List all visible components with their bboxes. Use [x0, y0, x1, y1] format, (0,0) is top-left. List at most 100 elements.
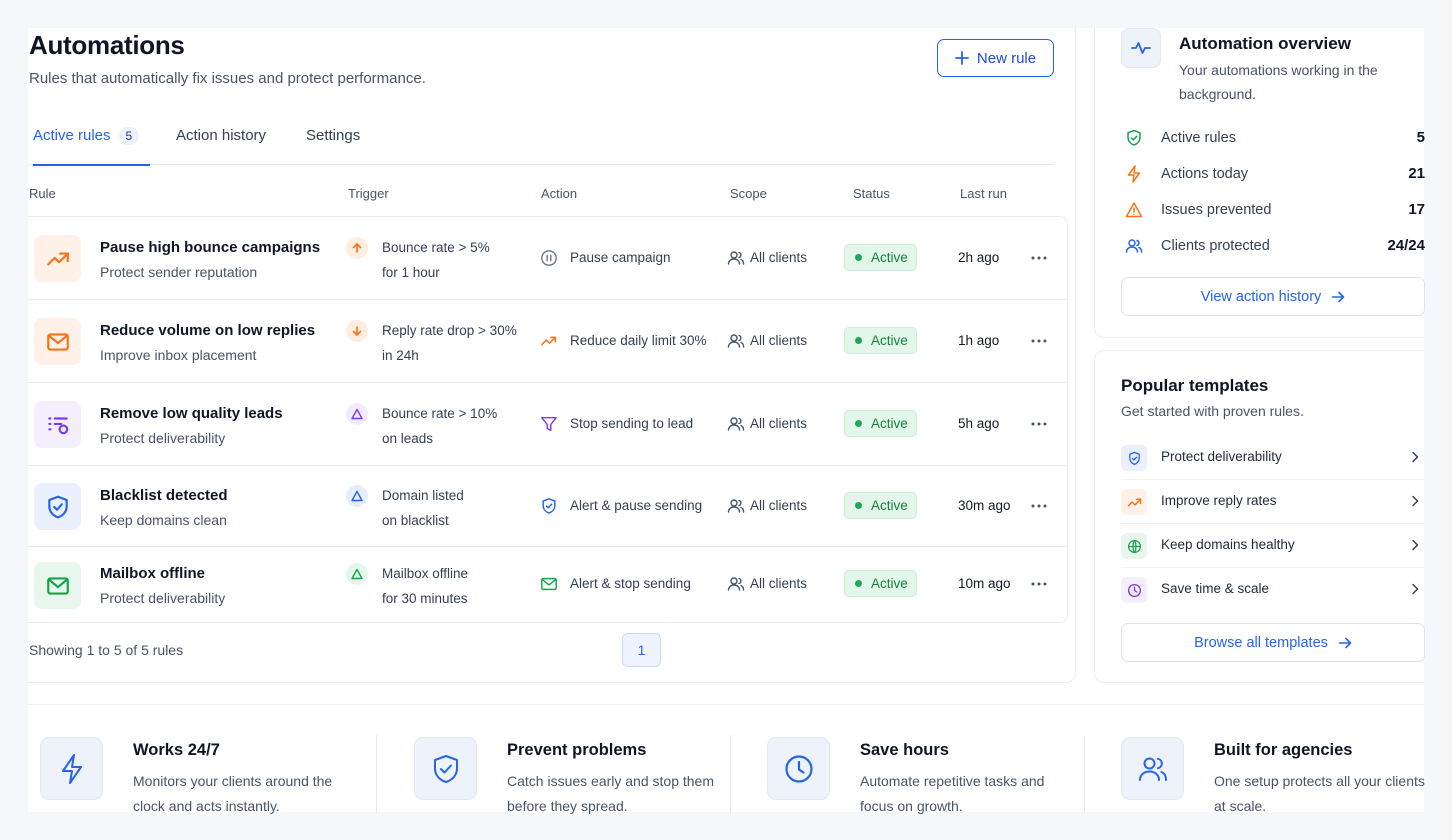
- users-icon: [1125, 239, 1143, 253]
- lightning-icon: [1127, 165, 1141, 183]
- warning-triangle-icon: [346, 485, 368, 507]
- rule-name: Blacklist detected: [100, 487, 228, 504]
- shield-check-icon: [1121, 445, 1147, 471]
- rule-description: Keep domains clean: [100, 512, 227, 528]
- browse-all-templates-button[interactable]: Browse all templates: [1121, 623, 1425, 662]
- automations-page: Automations Rules that automatically fix…: [28, 28, 1425, 814]
- funnel-icon: [539, 414, 559, 434]
- new-rule-button[interactable]: New rule: [937, 39, 1054, 77]
- list-filter-icon: [34, 401, 81, 448]
- feature-strip: Works 24/7 Monitors your clients around …: [28, 704, 1425, 814]
- column-header-scope: Scope: [730, 186, 767, 201]
- trigger-line: for 30 minutes: [382, 591, 468, 606]
- overview-subtitle: Your automations working in the backgrou…: [1179, 62, 1378, 102]
- view-action-history-button[interactable]: View action history: [1121, 277, 1425, 316]
- shield-check-icon: [539, 496, 559, 516]
- users-icon: [1121, 737, 1184, 800]
- column-header-rule: Rule: [29, 186, 56, 201]
- template-item[interactable]: Save time & scale: [1121, 568, 1425, 612]
- tab-bar: Active rules 5 Action history Settings: [28, 124, 1054, 166]
- trigger-line: on blacklist: [382, 513, 449, 528]
- chevron-right-icon: [1412, 583, 1419, 595]
- chevron-right-icon: [1412, 495, 1419, 507]
- arrow-right-icon: [1332, 291, 1345, 302]
- new-rule-label: New rule: [976, 49, 1037, 67]
- warning-triangle-icon: [1125, 202, 1143, 218]
- feature-works-24-7: Works 24/7 Monitors your clients around …: [40, 737, 370, 814]
- tab-active-rules[interactable]: Active rules 5: [33, 124, 150, 166]
- rule-name: Remove low quality leads: [100, 405, 283, 422]
- table-row[interactable]: Remove low quality leads Protect deliver…: [28, 383, 1068, 466]
- status-badge: Active: [844, 410, 917, 437]
- feature-divider: [1084, 735, 1085, 813]
- action-text: Reduce daily limit 30%: [570, 333, 707, 348]
- tab-action-history[interactable]: Action history: [176, 124, 266, 165]
- table-row[interactable]: Mailbox offline Protect deliverability M…: [28, 547, 1068, 623]
- templates-title: Popular templates: [1121, 376, 1269, 395]
- column-header-action: Action: [541, 186, 578, 201]
- clock-icon: [767, 737, 830, 800]
- feature-title: Save hours: [860, 741, 949, 759]
- button-label: View action history: [1200, 288, 1322, 305]
- feature-description: Automate repetitive tasks and focus on g…: [860, 773, 1045, 814]
- stat-active-rules: Active rules 5: [1125, 128, 1425, 150]
- templates-subtitle: Get started with proven rules.: [1121, 403, 1304, 419]
- feature-description: One setup protects all your clients at s…: [1214, 773, 1425, 814]
- feature-divider: [730, 735, 731, 813]
- more-options-icon[interactable]: [1030, 332, 1048, 350]
- mail-icon: [539, 574, 559, 594]
- overview-title: Automation overview: [1179, 34, 1351, 53]
- tab-settings[interactable]: Settings: [306, 124, 360, 165]
- more-options-icon[interactable]: [1030, 415, 1048, 433]
- users-icon: [727, 251, 745, 265]
- template-item[interactable]: Improve reply rates: [1121, 480, 1425, 524]
- stat-issues-prevented: Issues prevented 17: [1125, 200, 1425, 222]
- more-options-icon[interactable]: [1030, 249, 1048, 267]
- stat-label: Issues prevented: [1161, 202, 1272, 218]
- page-subtitle: Rules that automatically fix issues and …: [29, 70, 426, 87]
- action-text: Pause campaign: [570, 250, 671, 265]
- users-icon: [727, 417, 745, 431]
- feature-built-for-agencies: Built for agencies One setup protects al…: [1121, 737, 1425, 814]
- table-row[interactable]: Reduce volume on low replies Improve inb…: [28, 300, 1068, 383]
- tab-label: Active rules: [33, 127, 111, 144]
- automation-overview-card: Automation overview Your automations wor…: [1094, 28, 1425, 338]
- action-text: Alert & stop sending: [570, 576, 691, 591]
- lightning-icon: [40, 737, 103, 800]
- template-item[interactable]: Keep domains healthy: [1121, 524, 1425, 568]
- users-icon: [727, 577, 745, 591]
- stat-actions-today: Actions today 21: [1125, 164, 1425, 186]
- more-options-icon[interactable]: [1030, 575, 1048, 593]
- last-run: 10m ago: [958, 576, 1011, 591]
- tab-count-badge: 5: [118, 127, 140, 145]
- arrow-right-icon: [1338, 637, 1352, 648]
- column-header-last-run: Last run: [960, 186, 1007, 201]
- arrow-up-icon: [346, 237, 368, 259]
- trigger-text: Reply rate drop > 30% in 24h: [382, 318, 517, 368]
- tab-label: Settings: [306, 127, 361, 144]
- table-row[interactable]: Blacklist detected Keep domains clean Do…: [28, 466, 1068, 547]
- rule-name: Mailbox offline: [100, 565, 205, 582]
- pagination-page-button[interactable]: 1: [622, 633, 661, 667]
- trigger-text: Bounce rate > 10% on leads: [382, 401, 497, 451]
- status-label: Active: [871, 333, 908, 348]
- stat-label: Actions today: [1161, 166, 1249, 182]
- status-label: Active: [871, 498, 908, 513]
- status-dot: [855, 420, 862, 427]
- template-item[interactable]: Protect deliverability: [1121, 436, 1425, 480]
- table-row[interactable]: Pause high bounce campaigns Protect send…: [28, 217, 1068, 300]
- rules-panel: Automations Rules that automatically fix…: [28, 28, 1076, 683]
- status-dot: [855, 254, 862, 261]
- scope-text: All clients: [750, 416, 808, 431]
- scope-text: All clients: [750, 576, 808, 591]
- tab-label: Action history: [176, 127, 267, 144]
- warning-triangle-icon: [346, 563, 368, 585]
- trigger-line: Bounce rate > 10%: [382, 406, 498, 421]
- trigger-line: on leads: [382, 431, 434, 446]
- stat-value: 21: [1408, 165, 1425, 182]
- stat-value: 17: [1408, 201, 1425, 218]
- feature-divider: [376, 735, 377, 813]
- more-options-icon[interactable]: [1030, 497, 1048, 515]
- feature-title: Works 24/7: [133, 741, 220, 759]
- trigger-line: Bounce rate > 5%: [382, 240, 490, 255]
